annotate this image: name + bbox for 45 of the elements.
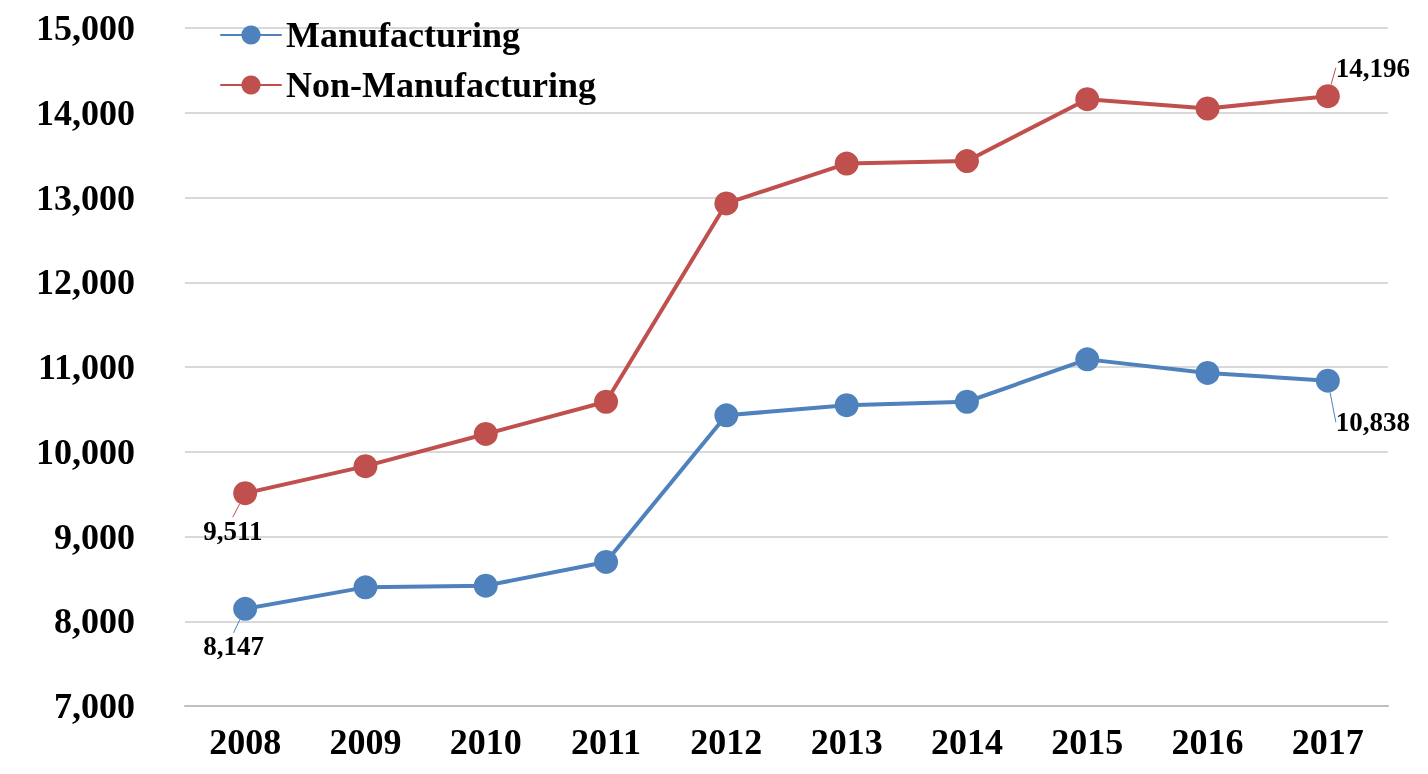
x-tick-label: 2015: [1051, 722, 1124, 762]
data-label: 8,147: [203, 631, 264, 662]
point: [233, 481, 258, 506]
point: [1315, 84, 1340, 109]
point: [594, 389, 619, 414]
point: [473, 421, 498, 446]
x-tick-label: 2012: [690, 722, 763, 762]
y-tick-label: 12,000: [36, 262, 135, 303]
point: [594, 549, 619, 574]
point: [1075, 87, 1100, 112]
y-tick-label: 14,000: [36, 92, 135, 133]
y-tick-label: 9,000: [54, 516, 135, 557]
x-tick-label: 2011: [571, 722, 642, 762]
point: [1315, 368, 1340, 393]
point: [473, 573, 498, 598]
y-tick-label: 10,000: [36, 431, 135, 472]
point: [353, 575, 378, 600]
point: [954, 389, 979, 414]
point: [233, 596, 258, 621]
legend-label: Non-Manufacturing: [286, 65, 597, 105]
x-tick-label: 2010: [449, 722, 522, 762]
x-tick-label: 2016: [1171, 722, 1244, 762]
data-label: 10,838: [1335, 407, 1411, 438]
point: [1075, 347, 1100, 372]
point: [954, 149, 979, 174]
point: [714, 191, 739, 216]
point: [353, 454, 378, 479]
point: [1195, 96, 1220, 121]
y-tick-label: 7,000: [54, 686, 135, 726]
x-tick-label: 2014: [930, 722, 1003, 762]
x-tick-label: 2013: [810, 722, 883, 762]
point: [834, 151, 859, 176]
data-label: 14,196: [1335, 52, 1411, 83]
x-tick-label: 2009: [329, 722, 402, 762]
point: [714, 403, 739, 428]
y-tick-label: 11,000: [37, 347, 135, 387]
point: [834, 393, 859, 418]
legend-label: Manufacturing: [286, 15, 520, 55]
data-label: 9,511: [203, 515, 263, 546]
y-tick-label: 8,000: [54, 601, 135, 642]
y-tick-label: 13,000: [36, 177, 135, 218]
x-tick-label: 2008: [209, 722, 282, 762]
point: [1195, 360, 1220, 385]
y-tick-label: 15,000: [36, 8, 135, 48]
x-tick-label: 2017: [1291, 722, 1364, 762]
